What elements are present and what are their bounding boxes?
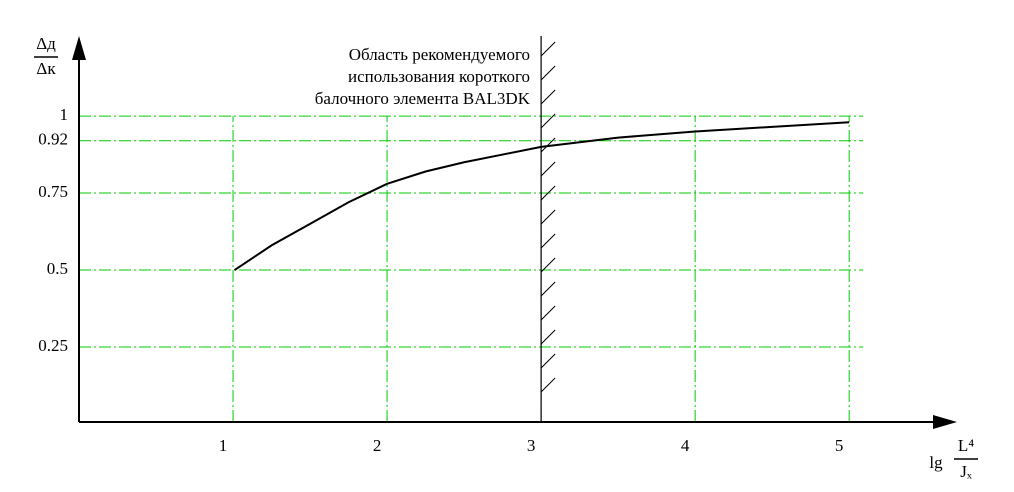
hatch (540, 185, 556, 201)
annotation: Область рекомендуемого использования кор… (315, 45, 531, 108)
hatch (540, 113, 556, 129)
y-tick-label: 0.5 (47, 259, 68, 278)
annotation-line: Область рекомендуемого (349, 45, 530, 64)
y-label-numerator: Δд (36, 34, 56, 53)
x-tick-label: 4 (681, 436, 690, 455)
x-label-denominator: Jₓ (960, 462, 972, 481)
hatch (540, 353, 556, 369)
hatch (540, 305, 556, 321)
hatch (540, 41, 556, 57)
x-tick-label: 2 (373, 436, 382, 455)
y-tick-label: 0.75 (38, 182, 68, 201)
y-tick-label: 1 (60, 105, 69, 124)
x-tick-label: 3 (527, 436, 536, 455)
x-axis-arrow (933, 415, 957, 429)
hatch (540, 281, 556, 297)
hatch (540, 65, 556, 81)
hatch (540, 257, 556, 273)
x-tick-label: 5 (835, 436, 844, 455)
annotation-line: балочного элемента BAL3DK (315, 89, 531, 108)
y-axis-arrow (72, 36, 86, 60)
annotation-line: использования короткого (348, 67, 530, 86)
hatch (540, 137, 556, 153)
hatch (540, 89, 556, 105)
hatch (540, 377, 556, 393)
hatch (540, 209, 556, 225)
y-tick-label: 0.92 (38, 130, 68, 149)
hatch (540, 329, 556, 345)
y-label-denominator: Δк (36, 59, 56, 78)
x-tick-label: 1 (219, 436, 228, 455)
hatch (540, 161, 556, 177)
curve (234, 121, 850, 271)
hatch (540, 233, 556, 249)
y-tick-label: 0.25 (38, 336, 68, 355)
x-label-numerator: L⁴ (958, 436, 974, 455)
x-label-prefix: lg (929, 453, 943, 472)
